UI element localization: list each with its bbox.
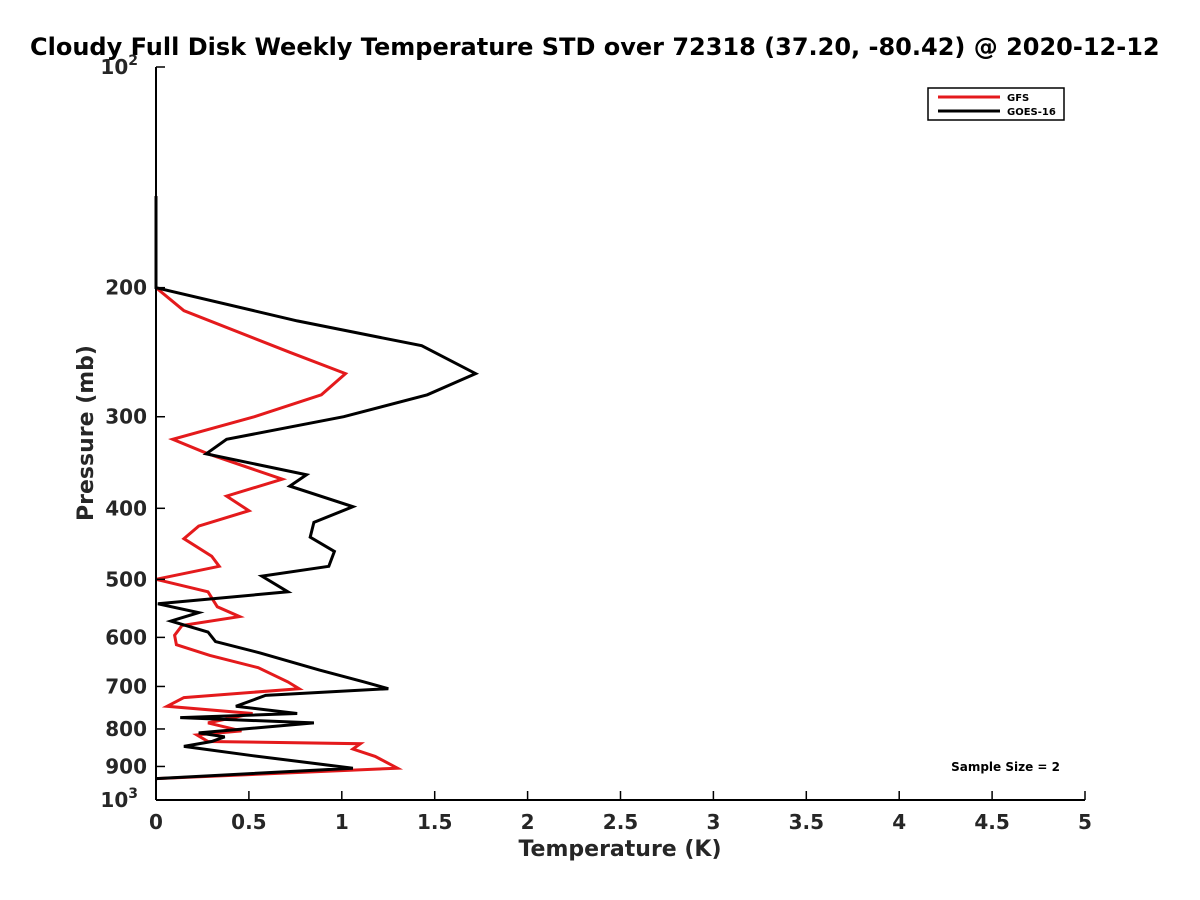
x-tick-label: 5 [1078,810,1092,834]
y-tick-label: 800 [105,717,147,741]
y-tick-label: 900 [105,754,147,778]
series-line-gfs [154,196,404,781]
x-axis-title: Temperature (K) [518,837,721,862]
axes-layer: 0 0.5 1 1.5 2 2.5 3 3.5 4 4.5 5 102 200 300 400 500 600 7… [100,53,1092,834]
y-tick-label: 102 [100,53,138,79]
y-tick-label: 200 [105,276,147,300]
chart-title: Cloudy Full Disk Weekly Temperature STD … [30,33,1160,61]
sample-size-annotation: Sample Size = 2 [951,760,1060,774]
x-tick-label: 1 [335,810,349,834]
x-tick-label: 1.5 [417,810,452,834]
y-tick-exponent: 2 [128,53,138,69]
y-tick-label: 300 [105,405,147,429]
x-tick-label: 2.5 [603,810,638,834]
y-axis-title: Pressure (mb) [74,345,99,521]
y-tick-label: 400 [105,496,147,520]
legend-label-gfs: GFS [1007,93,1029,104]
y-tick-label: 700 [105,674,147,698]
series-line-goes-16 [154,196,480,781]
x-tick-label: 4.5 [974,810,1009,834]
y-tick-label: 600 [105,625,147,649]
x-tick-label: 0 [149,810,163,834]
y-tick-exponent: 3 [128,786,138,802]
x-tick-label: 0.5 [231,810,266,834]
y-tick-label: 103 [100,786,138,812]
y-tick-label: 500 [105,567,147,591]
legend: GFS GOES-16 [927,87,1065,121]
legend-label-goes-16: GOES-16 [1007,107,1056,118]
x-tick-label: 4 [892,810,906,834]
legend-box [927,87,1065,121]
series-layer [154,196,480,781]
x-tick-label: 2 [521,810,535,834]
x-tick-label: 3 [706,810,720,834]
x-tick-label: 3.5 [789,810,824,834]
